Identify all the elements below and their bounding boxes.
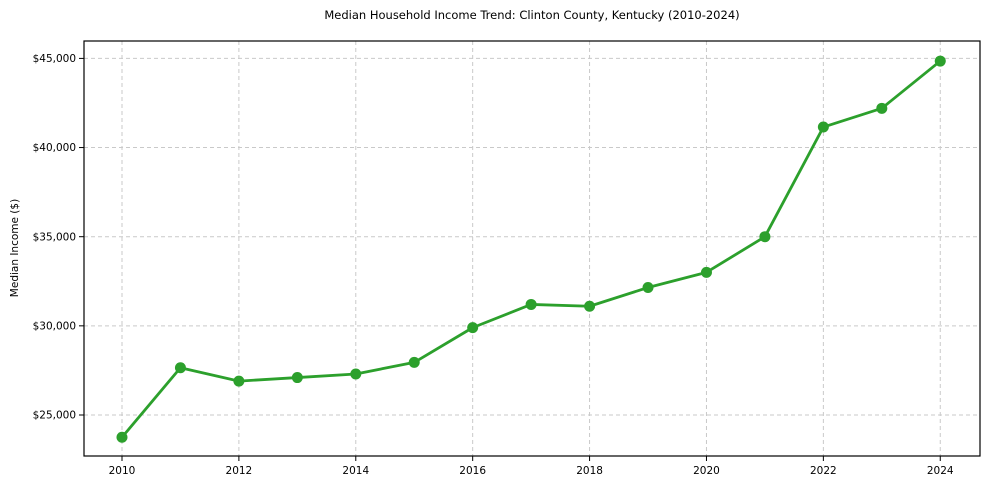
- x-tick-label: 2016: [459, 465, 486, 477]
- chart-title: Median Household Income Trend: Clinton C…: [324, 8, 740, 22]
- x-tick-label: 2022: [810, 465, 837, 477]
- data-point-marker: [233, 375, 245, 387]
- x-tick-label: 2020: [693, 465, 720, 477]
- y-tick-label: $45,000: [33, 53, 76, 65]
- x-tick-label: 2018: [576, 465, 603, 477]
- data-point-marker: [291, 372, 303, 384]
- y-tick-label: $25,000: [33, 410, 76, 422]
- data-point-marker: [700, 266, 712, 278]
- y-tick-label: $35,000: [33, 231, 76, 243]
- data-point-marker: [934, 55, 946, 67]
- data-point-marker: [350, 368, 362, 380]
- data-point-marker: [817, 121, 829, 133]
- x-tick-label: 2010: [109, 465, 136, 477]
- data-point-marker: [642, 282, 654, 294]
- data-point-marker: [876, 102, 888, 114]
- data-point-marker: [408, 356, 420, 368]
- data-point-marker: [116, 431, 128, 443]
- income-trend-line: [120, 59, 942, 439]
- x-tick-label: 2012: [226, 465, 253, 477]
- x-tick-label: 2014: [342, 465, 369, 477]
- data-point-marker: [467, 322, 479, 334]
- plot-border: [83, 40, 981, 457]
- y-tick-label: $30,000: [33, 321, 76, 333]
- data-point-marker: [759, 231, 771, 243]
- data-point-marker: [174, 362, 186, 374]
- data-point-marker: [584, 300, 596, 312]
- data-point-marker: [525, 298, 537, 310]
- x-tick-label: 2024: [927, 465, 954, 477]
- y-tick-label: $40,000: [33, 142, 76, 154]
